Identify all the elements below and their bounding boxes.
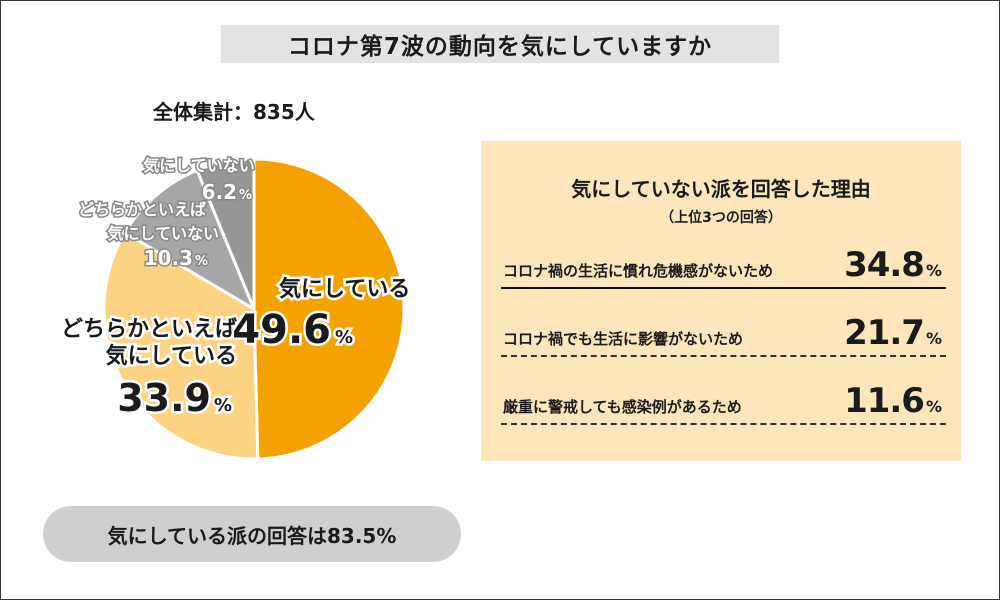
reason-row: コロナ禍の生活に慣れ危機感がないため 34.8% (501, 241, 946, 289)
reason-number: 21.7 (844, 313, 925, 353)
slice-concerned (252, 157, 406, 461)
slice-unit-concerned: % (335, 327, 353, 348)
reason-number: 34.8 (844, 245, 925, 285)
title-bar: コロナ第7波の動向を気にしていますか (221, 25, 779, 63)
reasons-subtitle: （上位3つの回答） (660, 210, 782, 226)
summary-text: 気にしている派の回答は83.5% (107, 523, 397, 548)
reason-label: コロナ禍でも生活に影響がないため (503, 330, 744, 348)
reason-row: 厳重に警戒しても感染例があるため 11.6% (501, 377, 946, 425)
pie-slices (102, 157, 406, 461)
reason-unit: % (925, 397, 942, 416)
reason-value: 21.7% (844, 313, 942, 353)
slice-unit-not-concerned: % (239, 188, 252, 203)
total-respondents: 全体集計：835人 (153, 100, 315, 124)
summary-pill: 気にしている派の回答は83.5% (43, 506, 461, 562)
reason-unit: % (925, 329, 942, 348)
reason-row: コロナ禍でも生活に影響がないため 21.7% (501, 309, 946, 357)
reasons-panel: 気にしていない派を回答した理由 （上位3つの回答） コロナ禍の生活に慣れ危機感が… (481, 141, 961, 461)
slice-value-not-concerned: 6.2 (202, 180, 237, 204)
slice-not-concerned (195, 157, 256, 311)
reason-number: 11.6 (844, 381, 925, 421)
slice-label-concerned: 気にしている (279, 276, 410, 302)
slice-label-somewhat-concerned-2: 気にしている (106, 343, 237, 369)
reason-value: 11.6% (844, 381, 942, 421)
slice-label-not-concerned: 気にしていない (143, 156, 255, 175)
slice-unit-somewhat-not-concerned: % (195, 254, 208, 269)
slice-unit-somewhat-concerned: % (214, 395, 232, 416)
reason-value: 34.8% (844, 245, 942, 285)
slice-label-somewhat-concerned-1: どちらかといえば (61, 317, 237, 342)
reason-label: コロナ禍の生活に慣れ危機感がないため (503, 262, 774, 280)
slice-label-somewhat-not-concerned-2: 気にしていない (107, 224, 219, 243)
reason-label: 厳重に警戒しても感染例があるため (503, 398, 742, 416)
slice-label-somewhat-not-concerned-1: どちらかといえば (78, 200, 206, 219)
slice-value-somewhat-not-concerned: 10.3 (144, 246, 193, 270)
slice-value-somewhat-concerned: 33.9 (117, 376, 211, 420)
slice-somewhat-not-concerned (123, 168, 256, 311)
reason-unit: % (925, 261, 942, 280)
slice-value-concerned: 49.6 (232, 307, 331, 353)
page-title: コロナ第7波の動向を気にしていますか (287, 34, 713, 60)
reasons-title: 気にしていない派を回答した理由 (571, 177, 871, 201)
